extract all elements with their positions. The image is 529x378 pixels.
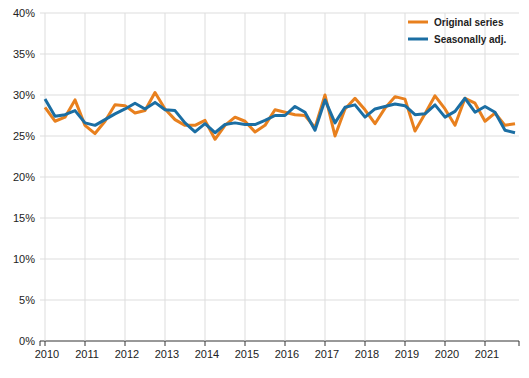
x-grid-line xyxy=(285,13,286,341)
y-grid-line xyxy=(40,177,519,178)
axis-end xyxy=(40,341,41,346)
x-grid-line xyxy=(365,13,366,341)
y-tick-label: 5% xyxy=(19,294,35,306)
plot-area xyxy=(45,93,515,140)
axis-end xyxy=(519,341,520,346)
x-tick-label: 2018 xyxy=(355,348,379,360)
x-tick xyxy=(405,341,406,346)
x-tick xyxy=(165,341,166,346)
y-grid-line xyxy=(40,136,519,137)
y-grid-line xyxy=(40,341,519,342)
x-grid-line xyxy=(445,13,446,341)
y-tick-label: 20% xyxy=(13,171,35,183)
x-tick-label: 2013 xyxy=(155,348,179,360)
y-grid-line xyxy=(40,95,519,96)
x-grid-line xyxy=(405,13,406,341)
x-grid-line xyxy=(205,13,206,341)
y-grid-line xyxy=(40,259,519,260)
x-grid-line xyxy=(45,13,46,341)
y-grid-line xyxy=(40,13,519,14)
y-tick-label: 40% xyxy=(13,7,35,19)
y-tick-label: 0% xyxy=(19,335,35,347)
x-tick xyxy=(45,341,46,346)
legend-swatch xyxy=(408,21,428,24)
x-grid-line xyxy=(165,13,166,341)
x-tick xyxy=(85,341,86,346)
x-tick-label: 2011 xyxy=(75,348,99,360)
x-tick xyxy=(365,341,366,346)
y-tick-label: 10% xyxy=(13,253,35,265)
x-tick-label: 2016 xyxy=(275,348,299,360)
y-tick-label: 35% xyxy=(13,48,35,60)
x-tick-label: 2014 xyxy=(195,348,219,360)
x-tick xyxy=(205,341,206,346)
x-tick-label: 2015 xyxy=(235,348,259,360)
x-tick-label: 2017 xyxy=(315,348,339,360)
x-tick xyxy=(325,341,326,346)
legend-label: Original series xyxy=(434,17,504,28)
x-tick xyxy=(245,341,246,346)
x-grid-line xyxy=(85,13,86,341)
x-tick-label: 2010 xyxy=(35,348,59,360)
x-tick-label: 2021 xyxy=(475,348,499,360)
x-tick xyxy=(485,341,486,346)
y-grid-line xyxy=(40,54,519,55)
chart: 0% 5% 10% 15% 20% 25% 30% 35% 40% 2010 2011 2012 201… xyxy=(0,0,529,378)
series-line xyxy=(45,98,515,132)
y-grid-line xyxy=(40,300,519,301)
x-tick-label: 2019 xyxy=(395,348,419,360)
legend-label: Seasonally adj. xyxy=(434,34,506,45)
x-tick xyxy=(125,341,126,346)
x-tick xyxy=(445,341,446,346)
x-grid-line xyxy=(125,13,126,341)
x-grid-line xyxy=(485,13,486,341)
x-grid-line xyxy=(325,13,326,341)
x-tick xyxy=(285,341,286,346)
y-tick-label: 30% xyxy=(13,89,35,101)
x-grid-line xyxy=(245,13,246,341)
x-tick-label: 2012 xyxy=(115,348,139,360)
legend-swatch xyxy=(408,38,428,41)
y-tick-label: 15% xyxy=(13,212,35,224)
series-line xyxy=(45,93,515,140)
y-tick-label: 25% xyxy=(13,130,35,142)
x-tick-label: 2020 xyxy=(435,348,459,360)
y-grid-line xyxy=(40,218,519,219)
